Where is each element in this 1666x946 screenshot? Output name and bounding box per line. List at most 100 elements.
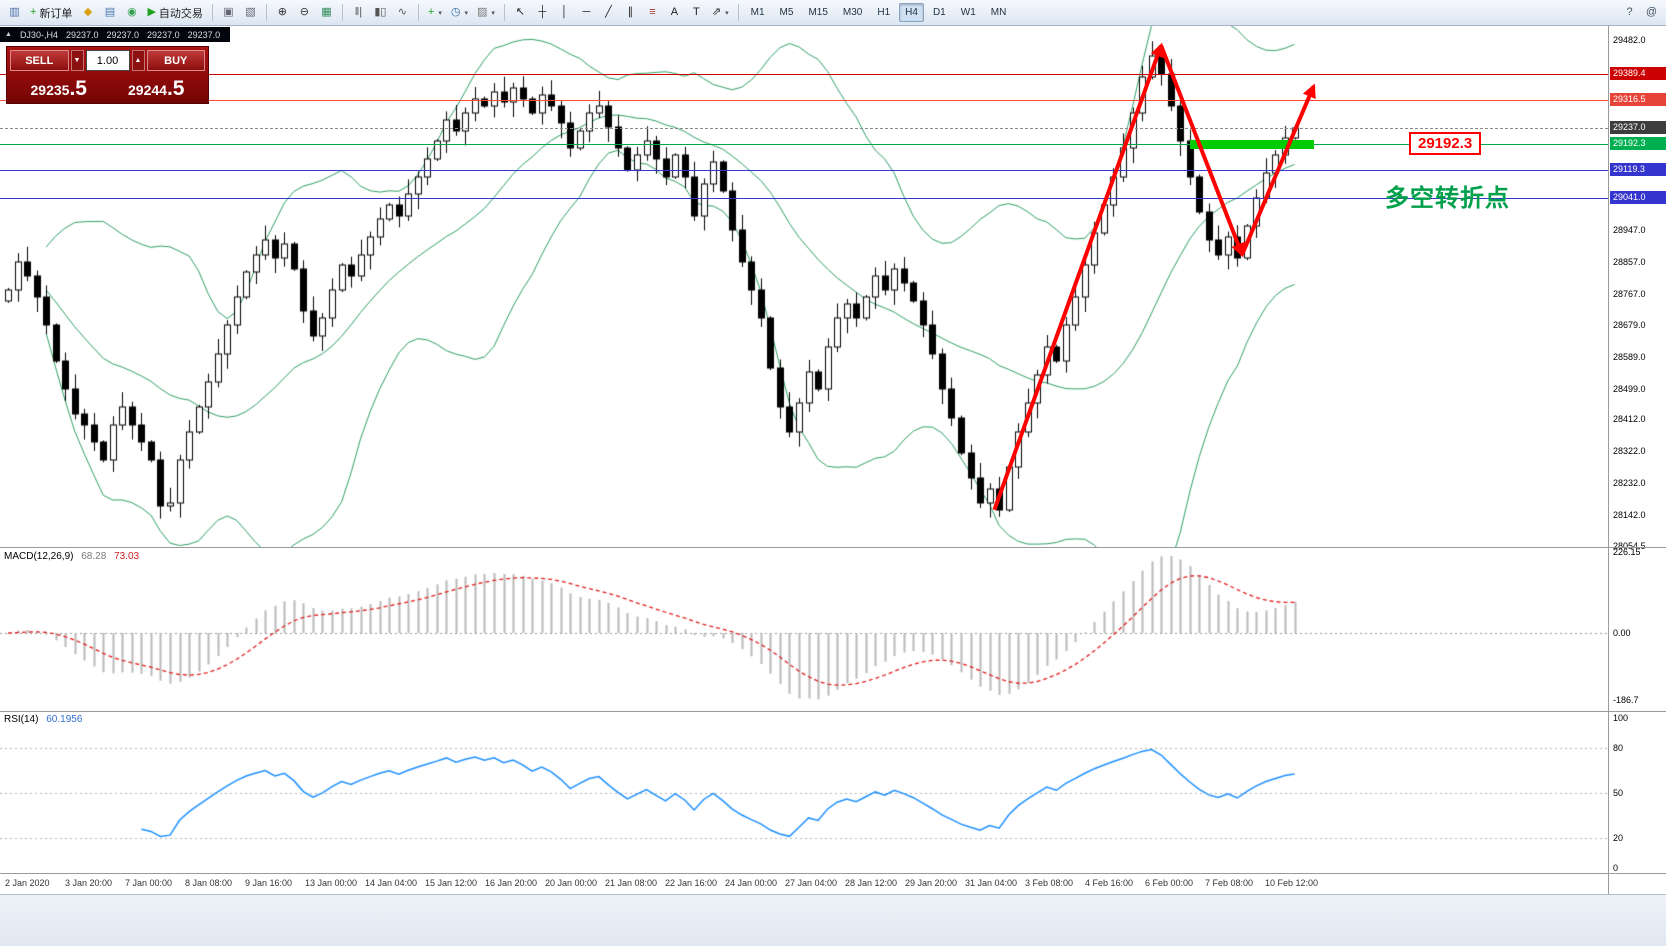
macd-axis-label: 0.00	[1613, 628, 1631, 638]
autotrading-button[interactable]: ▶ 自动交易	[143, 2, 206, 23]
timeframe-m15-button[interactable]: M15	[808, 7, 828, 18]
help-button[interactable]: ?	[1619, 2, 1640, 23]
macd-main-value: 68.28	[81, 551, 107, 562]
buy-button[interactable]: BUY	[146, 50, 205, 71]
price-axis-label: 28322.0	[1613, 446, 1646, 456]
time-axis[interactable]: 2 Jan 2020 3 Jan 20:00 7 Jan 00:00 8 Jan 08…	[0, 874, 1608, 894]
price-level-line[interactable]	[0, 128, 1608, 129]
zoom-in-icon: ⊕	[277, 6, 288, 18]
time-axis-label: 20 Jan 00:00	[545, 878, 598, 888]
crosshair-button[interactable]: ┼	[532, 2, 553, 23]
price-axis-label: 28857.0	[1613, 257, 1646, 267]
feedback-button[interactable]: @	[1641, 2, 1662, 23]
arrows-dropdown-icon[interactable]: ▾	[725, 9, 729, 17]
toolbar-separator	[341, 4, 343, 21]
price-axis-label: 28232.0	[1613, 478, 1646, 488]
time-axis-label: 24 Jan 00:00	[725, 878, 778, 888]
timeframe-m1-button[interactable]: M1	[750, 7, 765, 18]
price-level-line[interactable]	[0, 198, 1608, 199]
profiles-button[interactable]: ▧	[240, 2, 261, 23]
line-chart-button[interactable]: ∿	[392, 2, 413, 23]
indicators-dropdown-icon[interactable]: ▾	[438, 9, 442, 17]
pane-resize-handle[interactable]	[0, 547, 1666, 548]
time-axis-label: 8 Jan 08:00	[185, 878, 233, 888]
chart-collapse-icon[interactable]: ▲	[5, 31, 12, 38]
templates-button[interactable]: ▨ ▾	[473, 2, 499, 23]
timeframe-h4-button[interactable]: H4	[899, 3, 924, 22]
horizontal-line-button[interactable]: ─	[576, 2, 597, 23]
price-level-line[interactable]	[0, 170, 1608, 171]
buy-price: 29244.5	[108, 73, 206, 100]
templates-icon: ▨	[476, 6, 488, 18]
templates-dropdown-icon[interactable]: ▾	[491, 9, 495, 17]
text-button[interactable]: A	[664, 2, 685, 23]
sell-button[interactable]: SELL	[10, 50, 69, 71]
price-chart-canvas[interactable]	[0, 26, 1608, 547]
periods-button[interactable]: ◷ ▾	[447, 2, 472, 23]
volume-input[interactable]	[85, 50, 130, 71]
timeframe-mn-button[interactable]: MN	[990, 7, 1007, 18]
rsi-chart-canvas[interactable]	[0, 712, 1608, 873]
metaeditor-button[interactable]: ◆	[77, 2, 98, 23]
rsi-axis-label: 50	[1613, 788, 1624, 798]
cursor-icon: ↖	[515, 6, 526, 18]
price-axis-label: 28679.0	[1613, 320, 1646, 330]
vertical-line-button[interactable]: │	[554, 2, 575, 23]
volume-increase-button[interactable]: ▲	[131, 50, 145, 71]
pane-resize-handle[interactable]	[0, 711, 1666, 712]
text-icon: A	[670, 6, 679, 18]
feedback-icon: @	[1645, 6, 1658, 18]
price-level-line[interactable]	[0, 100, 1608, 101]
channel-button[interactable]: ∥	[620, 2, 641, 23]
time-axis-label: 7 Jan 00:00	[125, 878, 173, 888]
candlestick-button[interactable]: ▮▯	[370, 2, 391, 23]
zoom-out-button[interactable]: ⊖	[294, 2, 315, 23]
price-axis-badge: 29041.0	[1610, 191, 1666, 204]
new-chart-button[interactable]: ▣	[218, 2, 239, 23]
crosshair-icon: ┼	[538, 6, 547, 18]
timeframe-d1-button[interactable]: D1	[932, 7, 946, 18]
price-axis-badge: 29119.3	[1610, 163, 1666, 176]
toolbar: ▥ + 新订单 ◆ ▤ ◉ ▶ 自动交易 ▣ ▧ ⊕ ⊖ ▦ ‖| ▮▯ ∿ + ▾ ◷ ▾ ▨ ▾ ↖ ┼ │ ─ ╱ ∥ ≡ A T ⇗ ▾…	[0, 0, 1666, 26]
rsi-axis-label: 80	[1613, 743, 1624, 753]
support-highlight-line[interactable]	[1190, 140, 1314, 149]
price-axis-label: 28767.0	[1613, 289, 1646, 299]
label-icon: T	[693, 6, 700, 18]
indicators-button[interactable]: + ▾	[424, 2, 446, 23]
price-axis-badge: 29389.4	[1610, 67, 1666, 80]
grid-button[interactable]: ▦	[316, 2, 337, 23]
timeframe-w1-button[interactable]: W1	[960, 7, 976, 18]
turning-point-text[interactable]: 多空转折点	[1385, 185, 1510, 212]
price-axis-label: 28142.0	[1613, 510, 1646, 520]
terminal-button[interactable]: ▥	[4, 2, 25, 23]
new-chart-icon: ▣	[223, 6, 234, 18]
arrows-button[interactable]: ⇗ ▾	[708, 2, 733, 23]
price-level-line[interactable]	[0, 74, 1608, 75]
fibonacci-button[interactable]: ≡	[642, 2, 663, 23]
label-button[interactable]: T	[686, 2, 707, 23]
data-window-button[interactable]: ▤	[99, 2, 120, 23]
macd-chart-canvas[interactable]	[0, 548, 1608, 711]
macd-pane-label: MACD(12,26,9) 68.28 73.03	[4, 551, 139, 562]
pane-resize-handle[interactable]	[0, 873, 1666, 874]
timeframe-m5-button[interactable]: M5	[779, 7, 794, 18]
bar-chart-button[interactable]: ‖|	[348, 2, 369, 23]
time-axis-label: 6 Feb 00:00	[1145, 878, 1194, 888]
zoom-in-button[interactable]: ⊕	[272, 2, 293, 23]
time-axis-label: 2 Jan 2020	[5, 878, 50, 888]
cursor-button[interactable]: ↖	[510, 2, 531, 23]
sell-price: 29235.5	[10, 73, 108, 100]
trendline-button[interactable]: ╱	[598, 2, 619, 23]
timeframe-h1-button[interactable]: H1	[877, 7, 891, 18]
new-order-button[interactable]: + 新订单	[26, 2, 76, 23]
volume-decrease-button[interactable]: ▼	[70, 50, 84, 71]
price-axis[interactable]: 29482.0 28947.0 28857.0 28767.0 28679.0 28589…	[1608, 26, 1666, 894]
price-level-line[interactable]	[0, 144, 1608, 145]
periods-dropdown-icon[interactable]: ▾	[464, 9, 468, 17]
timeframe-m30-button[interactable]: M30	[842, 7, 863, 18]
price-callout-label[interactable]: 29192.3	[1409, 132, 1482, 155]
mql5-community-button[interactable]: ◉	[121, 2, 142, 23]
periods-icon: ◷	[450, 6, 461, 18]
sell-price-frac: .5	[69, 77, 87, 100]
time-axis-label: 27 Jan 04:00	[785, 878, 838, 888]
